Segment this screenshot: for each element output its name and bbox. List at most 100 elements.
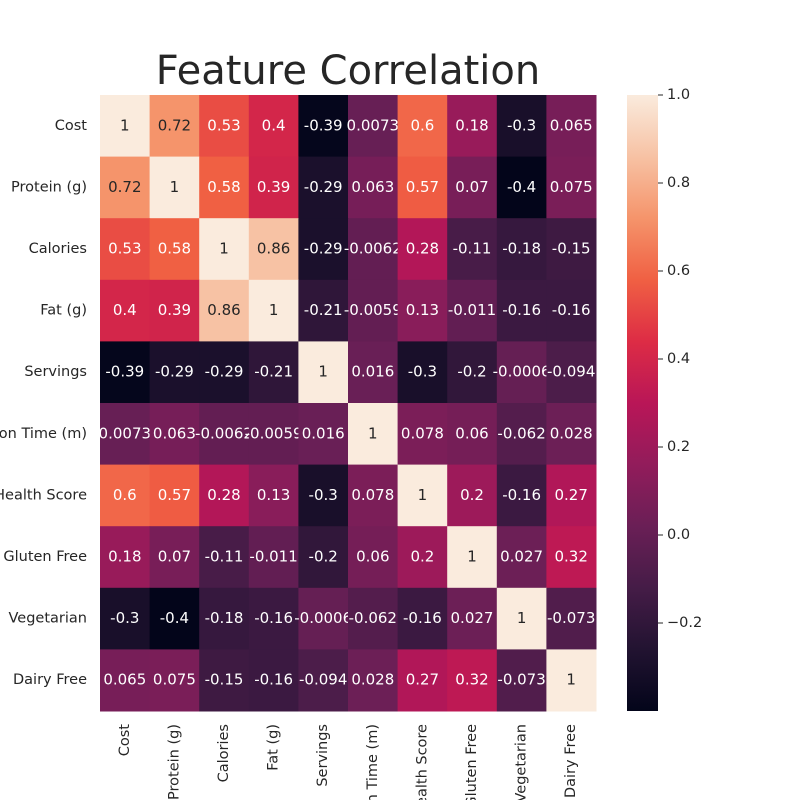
cell-label: -0.39 [105,363,144,381]
x-tick-label: Vegetarian [514,724,530,800]
cell-label: -0.3 [507,116,536,134]
x-tick-label: Servings [315,724,331,787]
cell-label: 1 [517,609,527,627]
cell-label: 0.13 [257,486,290,504]
heat-cell [298,218,349,281]
heat-cell [546,526,597,589]
cell-label: -0.0062 [344,240,402,258]
cell-label: 0.18 [108,548,141,566]
heat-cell [546,341,597,404]
heat-cell [100,218,151,281]
y-tick-label: Gluten Free [3,549,87,565]
heat-cell [100,279,151,342]
heat-cell [149,95,200,158]
colorbar-tick-label: 0.6 [667,263,690,279]
cell-label: 0.2 [410,548,434,566]
heat-cell [100,649,151,712]
heat-cell [447,218,498,281]
x-tick-label: Cost [117,724,133,757]
heat-cell [199,587,250,650]
heat-cell [397,526,448,589]
heat-cell [248,526,299,589]
cell-label: 0.028 [351,671,394,689]
cell-label: 0.027 [451,609,494,627]
colorbar-tick-label: 0.0 [667,527,690,543]
heat-cell [199,279,250,342]
cell-label: 1 [269,301,279,319]
heat-cell [199,403,250,466]
cell-label: 1 [368,424,378,442]
heat-cell [248,464,299,527]
x-tick-label: Fat (g) [266,724,282,771]
cell-label: 0.32 [455,671,488,689]
heat-cell [496,403,547,466]
heat-cell [447,95,498,158]
heat-cell [100,403,151,466]
cell-label: -0.0059 [344,301,402,319]
cell-label: -0.3 [309,486,338,504]
cell-label: 0.39 [257,178,290,196]
cell-label: -0.18 [205,609,244,627]
cell-label: 0.72 [158,116,191,134]
heat-cell [447,341,498,404]
cell-label: 0.016 [302,424,345,442]
heat-cell [348,526,399,589]
heat-cell [248,95,299,158]
heat-cell [248,403,299,466]
cell-label: 0.58 [158,240,191,258]
heat-cell [546,156,597,219]
heat-cell [397,649,448,712]
cell-label: 0.075 [153,671,196,689]
cell-label: 0.57 [158,486,191,504]
x-tick-label: Health Score [414,724,430,800]
heat-cell [149,218,200,281]
heat-cell [298,526,349,589]
cell-label: -0.3 [110,609,139,627]
heat-cell [546,95,597,158]
heat-cell [248,218,299,281]
cell-label: 0.063 [153,424,196,442]
heat-cell [496,649,547,712]
cell-label: 0.027 [500,548,543,566]
heat-cell [199,649,250,712]
cell-label: 0.078 [401,424,444,442]
cell-label: -0.094 [299,671,347,689]
cell-label: -0.2 [457,363,486,381]
heat-cell [348,156,399,219]
heat-cell [447,526,498,589]
colorbar [627,95,658,711]
heat-cell [298,341,349,404]
y-tick-label: Servings [24,364,87,380]
heat-cell [100,156,151,219]
cell-label: 0.065 [103,671,146,689]
cell-label: 0.27 [554,486,587,504]
heat-cell [546,587,597,650]
cell-label: 0.4 [262,116,286,134]
cell-label: 0.07 [455,178,488,196]
heat-cell [348,403,399,466]
y-tick-label: Preparation Time (m) [0,426,87,442]
heat-cell [100,587,151,650]
cell-label: -0.16 [502,301,541,319]
cell-label: -0.11 [453,240,492,258]
heat-cell [546,403,597,466]
heat-cell [496,526,547,589]
cell-label: -0.062 [497,424,545,442]
heat-cell [149,341,200,404]
heat-cell [397,279,448,342]
cell-label: 0.4 [113,301,137,319]
chart-title: Feature Correlation [156,48,540,94]
cell-label: -0.16 [403,609,442,627]
y-tick-label: Fat (g) [40,303,87,319]
heat-cell [348,95,399,158]
heat-cell [447,649,498,712]
cell-label: -0.073 [497,671,545,689]
cell-label: -0.0006 [294,609,352,627]
cell-label: 0.06 [455,424,488,442]
cell-label: 0.0073 [347,116,400,134]
heat-cell [248,279,299,342]
cell-label: -0.29 [304,240,343,258]
cell-label: 0.53 [108,240,141,258]
cell-label: 0.063 [351,178,394,196]
heat-cell [149,156,200,219]
